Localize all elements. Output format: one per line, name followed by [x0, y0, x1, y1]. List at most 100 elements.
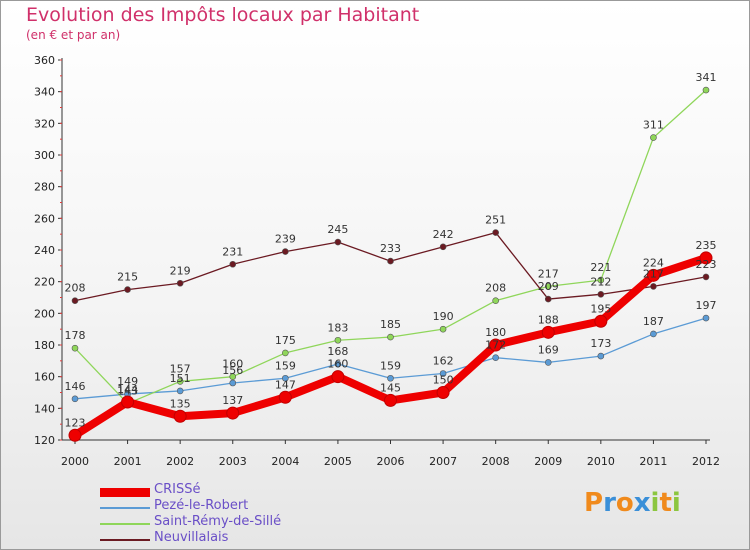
data-labels: 123 144 135 137 147 160 145 150 180 188 195 224 235 1… [65, 71, 717, 429]
series-point-2 [71, 344, 79, 352]
x-tick-label: 2009 [534, 455, 562, 468]
data-label-0: 224 [643, 256, 664, 269]
series-point-0 [646, 268, 660, 282]
series-point-1 [176, 387, 184, 395]
x-tick-label: 2012 [692, 455, 720, 468]
data-label-2: 143 [117, 385, 138, 398]
data-label-3: 233 [380, 242, 401, 255]
y-tick-label: 320 [34, 117, 55, 130]
series-point-1 [229, 379, 237, 387]
series-point-0 [278, 390, 292, 404]
y-tick-label: 280 [34, 181, 55, 194]
series-point-1 [439, 370, 447, 377]
series-point-2 [597, 276, 605, 284]
data-label-2: 341 [696, 71, 717, 84]
logo-letter: x [633, 488, 651, 518]
data-label-3: 208 [65, 282, 86, 295]
data-label-3: 219 [170, 264, 191, 277]
data-label-0: 180 [485, 326, 506, 339]
series-point-0 [489, 338, 503, 352]
series-point-3 [702, 273, 710, 281]
data-label-0: 144 [117, 383, 138, 396]
legend-swatch [100, 487, 150, 497]
legend-label: Pezé-le-Robert [154, 498, 249, 513]
series-point-0 [384, 393, 397, 407]
chart-subtitle: (en € et par an) [26, 28, 121, 42]
series-point-1 [282, 374, 289, 382]
data-label-3: 223 [696, 258, 717, 271]
data-label-1: 169 [538, 343, 559, 356]
series-point-2 [492, 297, 499, 304]
y-tick-label: 240 [34, 244, 55, 257]
y-tick-label: 180 [34, 339, 55, 352]
data-label-3: 251 [485, 214, 506, 227]
series-point-3 [124, 286, 131, 293]
y-tick-label: 140 [34, 402, 55, 415]
data-label-3: 212 [590, 275, 611, 288]
x-tick-label: 2004 [271, 455, 299, 468]
series-point-1 [387, 374, 394, 382]
legend-item: CRISSé [100, 482, 360, 500]
legend-label: CRISSé [154, 482, 201, 497]
data-label-0: 160 [327, 358, 348, 371]
logo-letter: i [671, 488, 681, 518]
series-point-1 [334, 360, 342, 368]
data-label-3: 231 [222, 245, 243, 258]
logo-letter: o [615, 488, 634, 518]
series-point-3 [176, 279, 184, 287]
series-point-3 [492, 229, 499, 236]
series-point-3 [229, 260, 237, 268]
data-label-0: 123 [65, 416, 86, 429]
data-label-2: 178 [65, 329, 86, 342]
data-label-0: 147 [275, 378, 296, 391]
data-label-1: 156 [222, 364, 243, 377]
data-label-2: 217 [538, 267, 559, 280]
data-label-3: 209 [538, 280, 559, 293]
series-point-0 [699, 251, 713, 265]
chart-title: Evolution des Impôts locaux par Habitant [26, 4, 420, 26]
series-point-3 [282, 248, 289, 255]
series-point-2 [544, 283, 552, 290]
series-point-2 [650, 134, 657, 141]
series-point-2 [334, 336, 342, 344]
x-tick-label: 2002 [166, 455, 194, 468]
data-label-1: 168 [327, 345, 348, 358]
data-label-1: 159 [275, 359, 296, 372]
series-point-2 [229, 373, 237, 380]
axes: 120 140 160 180 200 220 240 260 280 300 320 340 360 2… [34, 54, 720, 468]
proxiti-logo: Proxiti [584, 488, 681, 518]
data-label-1: 172 [485, 339, 506, 352]
y-tick-label: 220 [34, 276, 55, 289]
data-label-3: 242 [433, 228, 454, 241]
series-point-1 [71, 395, 79, 403]
data-label-0: 150 [433, 374, 454, 387]
series-point-1 [597, 352, 605, 360]
y-tick-label: 260 [34, 212, 55, 225]
series-point-3 [334, 238, 342, 246]
data-label-3: 215 [117, 271, 138, 284]
legend-item: Pezé-le-Robert [100, 498, 360, 516]
x-tick-label: 2003 [219, 455, 247, 468]
data-label-2: 221 [590, 261, 611, 274]
data-label-0: 195 [590, 302, 611, 315]
series-point-0 [541, 325, 555, 339]
series-points [68, 86, 713, 442]
series-point-1 [702, 314, 710, 322]
series-point-2 [702, 86, 710, 94]
y-tick-label: 160 [34, 371, 55, 384]
x-tick-label: 2010 [587, 455, 615, 468]
y-tick-label: 300 [34, 149, 55, 162]
data-label-2: 157 [170, 362, 191, 375]
series-point-0 [68, 428, 82, 442]
data-label-0: 135 [170, 397, 191, 410]
data-label-1: 173 [590, 337, 611, 350]
logo-letter: t [659, 488, 672, 518]
data-label-1: 151 [170, 372, 191, 385]
data-label-2: 311 [643, 119, 664, 132]
series-point-3 [439, 243, 447, 251]
y-tick-label: 340 [34, 86, 55, 99]
data-label-3: 245 [327, 223, 348, 236]
data-label-2: 208 [485, 282, 506, 295]
series-point-1 [650, 330, 657, 338]
